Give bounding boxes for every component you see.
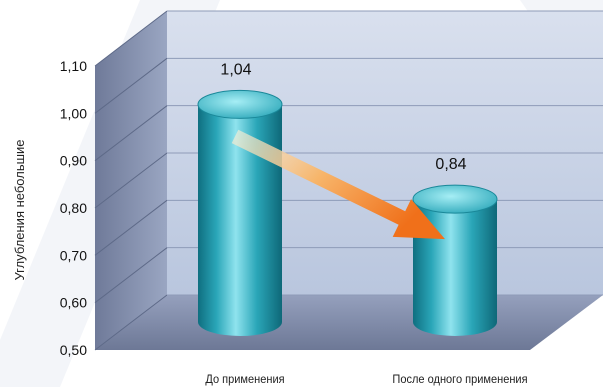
gridline-side bbox=[94, 247, 168, 304]
data-labels: 1,04 0,84 bbox=[220, 61, 466, 173]
gridline-side bbox=[94, 199, 168, 256]
y-tick-label: 1,00 bbox=[60, 105, 87, 121]
y-tick-label: 0,90 bbox=[60, 153, 87, 169]
bar-body bbox=[198, 104, 282, 337]
x-axis-categories: До применения После одного применения bbox=[205, 374, 527, 386]
x-category-label: После одного применения bbox=[392, 374, 527, 386]
gridline-side bbox=[94, 294, 168, 351]
data-label: 1,04 bbox=[220, 61, 251, 78]
y-tick-label: 0,80 bbox=[60, 200, 87, 216]
bar-2 bbox=[412, 184, 498, 336]
y-axis-label: Углубления небольшие bbox=[12, 139, 27, 280]
y-tick-label: 0,50 bbox=[60, 342, 87, 358]
data-label: 0,84 bbox=[435, 156, 466, 173]
chart-floor bbox=[95, 295, 603, 350]
bar-top-cap bbox=[412, 184, 498, 214]
bar-1 bbox=[197, 89, 283, 337]
gridline-side bbox=[94, 10, 168, 67]
gridline-side bbox=[94, 105, 168, 162]
y-tick-label: 0,70 bbox=[60, 247, 87, 263]
gridline-side bbox=[94, 57, 168, 114]
y-axis-ticks: 0,50 0,60 0,70 0,80 0,90 1,00 1,10 bbox=[60, 58, 87, 358]
x-category-label: До применения bbox=[205, 374, 284, 386]
decrease-arrow bbox=[231, 129, 445, 240]
y-tick-label: 0,60 bbox=[60, 295, 87, 311]
y-tick-label: 1,10 bbox=[60, 58, 87, 74]
trend-arrow bbox=[231, 129, 445, 240]
bars bbox=[197, 89, 498, 337]
bar-top-cap bbox=[197, 89, 283, 119]
gridline-side bbox=[94, 152, 168, 209]
